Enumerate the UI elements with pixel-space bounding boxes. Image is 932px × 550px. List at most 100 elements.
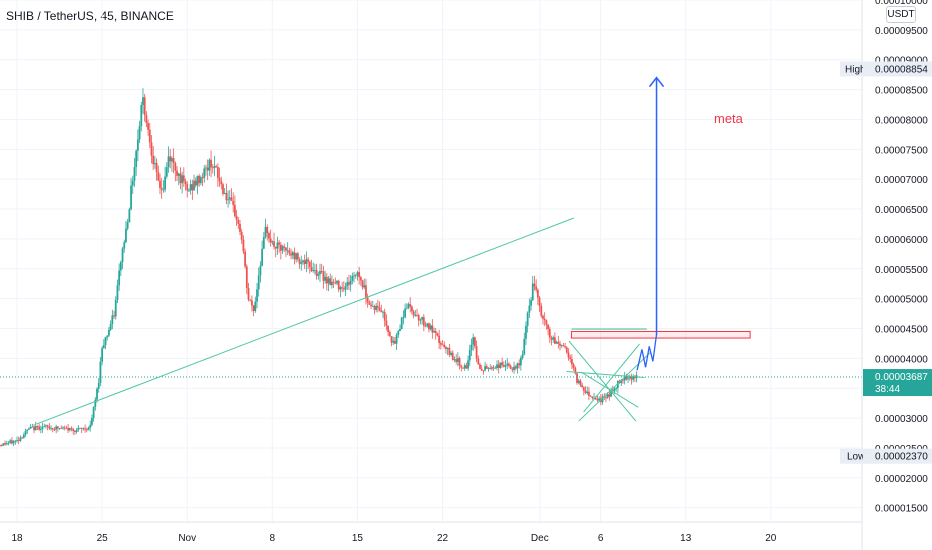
- candle-body: [264, 226, 267, 238]
- candle: [397, 329, 400, 338]
- trendline: [566, 370, 645, 378]
- candle-body: [34, 425, 37, 431]
- candle-body: [148, 129, 151, 143]
- candle: [356, 270, 359, 281]
- candle-body: [508, 363, 510, 366]
- candle: [331, 275, 333, 289]
- candle: [322, 265, 325, 289]
- candle: [106, 335, 109, 341]
- candle-body: [358, 272, 361, 278]
- candle-body: [327, 278, 330, 284]
- candle: [125, 220, 127, 244]
- candle: [283, 243, 286, 253]
- candle: [404, 303, 407, 319]
- candle: [388, 330, 391, 337]
- candle-body: [113, 315, 115, 317]
- candle: [400, 316, 403, 330]
- candle-body: [19, 437, 22, 441]
- candle-body: [334, 282, 337, 284]
- candle: [216, 163, 219, 187]
- candle: [414, 310, 417, 317]
- candle: [571, 354, 573, 369]
- candle-body: [160, 187, 163, 190]
- trendline: [36, 217, 575, 425]
- candle-body: [438, 335, 441, 344]
- candle: [518, 359, 521, 369]
- candle: [553, 332, 556, 345]
- candle-body: [176, 170, 178, 176]
- candle: [213, 155, 216, 177]
- candle: [467, 355, 469, 372]
- candle-body: [298, 259, 301, 264]
- candle-body: [548, 329, 551, 338]
- candle: [34, 421, 37, 431]
- candle-body: [121, 248, 124, 263]
- candle-body: [433, 330, 435, 333]
- candle-body: [205, 167, 207, 169]
- chart-title: SHIB / TetherUS, 45, BINANCE: [6, 9, 174, 23]
- candle: [194, 177, 197, 188]
- candle: [80, 427, 83, 434]
- candle-body: [557, 341, 560, 344]
- candle: [48, 423, 51, 430]
- candle: [31, 423, 34, 428]
- candle: [244, 248, 247, 269]
- currency-badge[interactable]: USDT: [886, 6, 916, 23]
- last-price-badge: 0.00003687 38:44: [863, 369, 932, 397]
- candle: [562, 343, 565, 347]
- candle: [172, 148, 175, 174]
- y-tick-label: 0.00001500: [875, 504, 928, 515]
- candle: [557, 335, 560, 349]
- candle-body: [344, 286, 347, 290]
- candle: [567, 348, 570, 361]
- candle-body: [125, 228, 127, 243]
- candle: [50, 425, 52, 431]
- candle: [227, 190, 229, 208]
- candle-body: [213, 166, 216, 169]
- candle-body: [9, 440, 12, 443]
- candle: [589, 395, 592, 397]
- candle: [506, 358, 509, 370]
- candle-body: [467, 360, 469, 369]
- candle-body: [56, 426, 59, 429]
- candle-body: [155, 163, 158, 173]
- candle-body: [162, 189, 165, 191]
- candle-body: [179, 173, 182, 184]
- candle: [593, 392, 595, 400]
- candle-body: [21, 437, 24, 439]
- candle-body: [273, 241, 275, 247]
- candle-body: [72, 428, 75, 431]
- candle: [43, 423, 46, 428]
- candle: [176, 166, 178, 182]
- candle: [264, 218, 267, 239]
- candle: [327, 276, 330, 292]
- candle-body: [417, 315, 420, 321]
- candle: [109, 320, 112, 331]
- candle-body: [0, 444, 1, 446]
- candle-body: [177, 173, 180, 176]
- candle-body: [611, 390, 614, 392]
- candle-body: [622, 379, 624, 381]
- candle: [342, 281, 345, 292]
- candle: [205, 164, 207, 176]
- candle: [565, 346, 568, 354]
- candle-body: [43, 426, 46, 428]
- candle-body: [342, 288, 345, 290]
- candle-body: [491, 367, 493, 369]
- candle-body: [475, 346, 478, 359]
- candle: [60, 425, 63, 429]
- candle: [453, 356, 456, 363]
- candle-body: [131, 180, 134, 186]
- candle: [51, 427, 54, 433]
- candle: [431, 319, 434, 339]
- candle: [584, 386, 587, 395]
- candle-body: [227, 199, 229, 201]
- candle-body: [291, 252, 294, 256]
- candle-body: [596, 399, 599, 401]
- annotation-meta: meta: [714, 111, 744, 126]
- candle: [143, 93, 146, 122]
- candle: [99, 357, 102, 387]
- candle: [171, 155, 173, 172]
- candle-body: [232, 200, 235, 205]
